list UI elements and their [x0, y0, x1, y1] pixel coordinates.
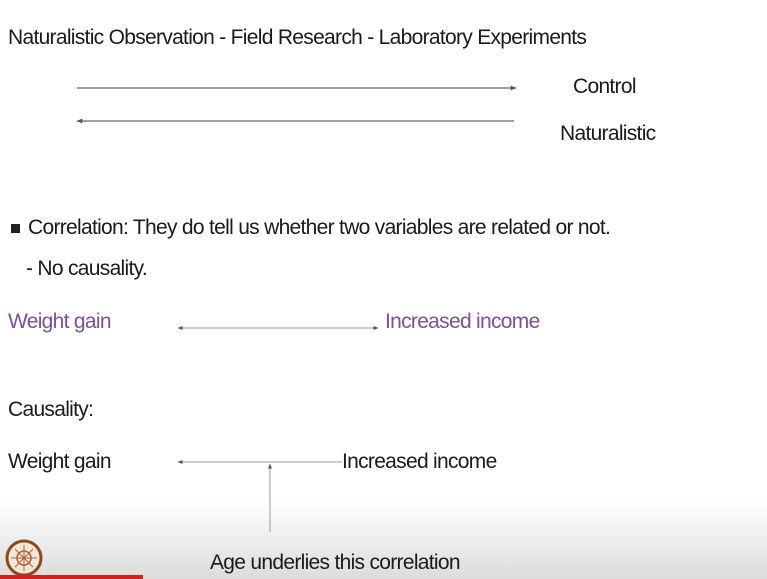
progress-bar: [0, 575, 143, 579]
causality-note: Age underlies this correlation: [210, 551, 461, 574]
correlation-left: Weight gain: [8, 310, 112, 333]
logo: [5, 539, 43, 577]
causality-left: Weight gain: [8, 450, 112, 473]
bullet-text: Correlation: They do tell us whether two…: [28, 216, 611, 239]
label-naturalistic: Naturalistic: [560, 122, 656, 145]
bullet-sub: - No causality.: [26, 257, 148, 280]
label-control: Control: [573, 75, 636, 98]
bullet: [11, 224, 20, 233]
title: Naturalistic Observation - Field Researc…: [8, 26, 587, 49]
causality-heading: Causality:: [8, 398, 94, 421]
footer-shade: [0, 500, 767, 579]
correlation-right: Increased income: [385, 310, 540, 333]
causality-right: Increased income: [342, 450, 497, 473]
